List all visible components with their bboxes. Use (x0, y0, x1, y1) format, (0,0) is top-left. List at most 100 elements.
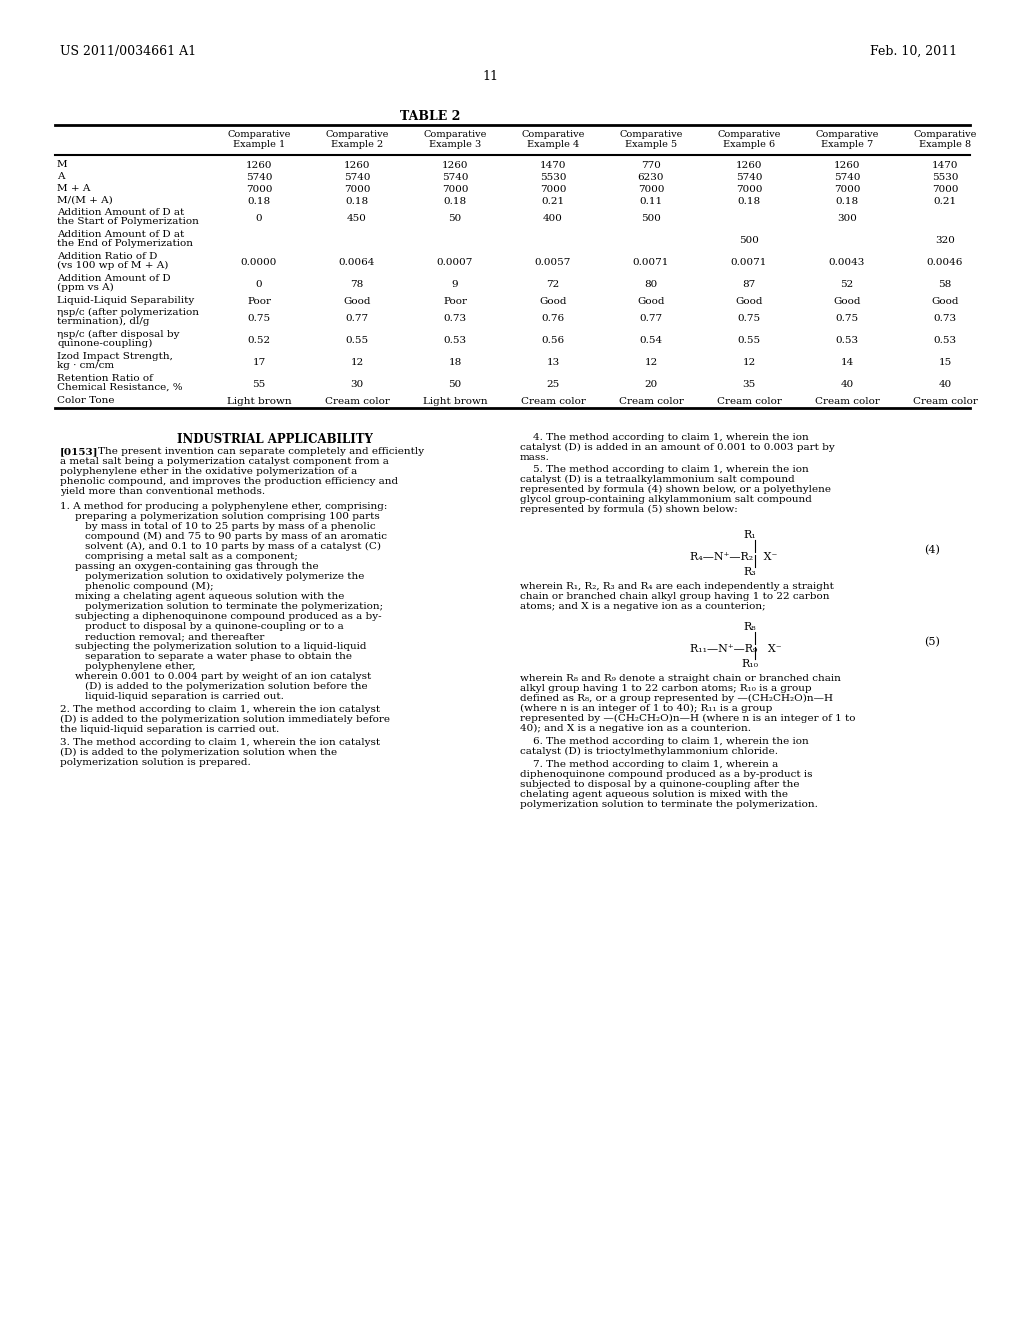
Text: 0: 0 (256, 214, 262, 223)
Text: 0.18: 0.18 (248, 197, 270, 206)
Text: 0.18: 0.18 (836, 197, 858, 206)
Text: a metal salt being a polymerization catalyst component from a: a metal salt being a polymerization cata… (60, 457, 389, 466)
Text: Example 8: Example 8 (919, 140, 971, 149)
Text: Comparative: Comparative (718, 129, 780, 139)
Text: 40: 40 (938, 380, 951, 389)
Text: 14: 14 (841, 358, 854, 367)
Text: 400: 400 (543, 214, 563, 223)
Text: 0.75: 0.75 (248, 314, 270, 323)
Text: Liquid-Liquid Separability: Liquid-Liquid Separability (57, 296, 195, 305)
Text: 6. The method according to claim 1, wherein the ion: 6. The method according to claim 1, wher… (520, 737, 809, 746)
Text: M + A: M + A (57, 183, 90, 193)
Text: Light brown: Light brown (226, 397, 291, 407)
Text: (where n is an integer of 1 to 40); R₁₁ is a group: (where n is an integer of 1 to 40); R₁₁ … (520, 704, 772, 713)
Text: The present invention can separate completely and efficiently: The present invention can separate compl… (98, 447, 424, 455)
Text: Addition Amount of D: Addition Amount of D (57, 275, 171, 282)
Text: Example 1: Example 1 (232, 140, 285, 149)
Text: 5740: 5740 (736, 173, 762, 182)
Text: TABLE 2: TABLE 2 (399, 110, 460, 123)
Text: chelating agent aqueous solution is mixed with the: chelating agent aqueous solution is mixe… (520, 789, 788, 799)
Text: (D) is added to the polymerization solution when the: (D) is added to the polymerization solut… (60, 748, 337, 758)
Text: 5530: 5530 (932, 173, 958, 182)
Text: 5740: 5740 (441, 173, 468, 182)
Text: Example 6: Example 6 (723, 140, 775, 149)
Text: Cream color: Cream color (717, 397, 781, 407)
Text: 1. A method for producing a polyphenylene ether, comprising:: 1. A method for producing a polyphenylen… (60, 502, 387, 511)
Text: 0.53: 0.53 (836, 337, 858, 345)
Text: glycol group-containing alkylammonium salt compound: glycol group-containing alkylammonium sa… (520, 495, 812, 504)
Text: 1260: 1260 (736, 161, 762, 170)
Text: 50: 50 (449, 214, 462, 223)
Text: (D) is added to the polymerization solution immediately before: (D) is added to the polymerization solut… (60, 715, 390, 725)
Text: polymerization solution to terminate the polymerization;: polymerization solution to terminate the… (85, 602, 383, 611)
Text: 0.0007: 0.0007 (437, 257, 473, 267)
Text: 87: 87 (742, 280, 756, 289)
Text: Cream color: Cream color (520, 397, 586, 407)
Text: 0.0043: 0.0043 (828, 257, 865, 267)
Text: 0.77: 0.77 (639, 314, 663, 323)
Text: alkyl group having 1 to 22 carbon atoms; R₁₀ is a group: alkyl group having 1 to 22 carbon atoms;… (520, 684, 812, 693)
Text: 58: 58 (938, 280, 951, 289)
Text: 0.18: 0.18 (737, 197, 761, 206)
Text: Good: Good (343, 297, 371, 306)
Text: 7000: 7000 (834, 185, 860, 194)
Text: 1260: 1260 (834, 161, 860, 170)
Text: 1260: 1260 (441, 161, 468, 170)
Text: Comparative: Comparative (815, 129, 879, 139)
Text: 7000: 7000 (441, 185, 468, 194)
Text: R₁₀: R₁₀ (741, 659, 759, 669)
Text: 0.0071: 0.0071 (633, 257, 670, 267)
Text: polyphenylene ether in the oxidative polymerization of a: polyphenylene ether in the oxidative pol… (60, 467, 357, 477)
Text: (D) is added to the polymerization solution before the: (D) is added to the polymerization solut… (85, 682, 368, 692)
Text: Example 4: Example 4 (527, 140, 580, 149)
Text: catalyst (D) is a tetraalkylammonium salt compound: catalyst (D) is a tetraalkylammonium sal… (520, 475, 795, 484)
Text: Cream color: Cream color (814, 397, 880, 407)
Text: 450: 450 (347, 214, 367, 223)
Text: mass.: mass. (520, 453, 550, 462)
Text: R₁₁—N⁺—R₉   X⁻: R₁₁—N⁺—R₉ X⁻ (690, 644, 781, 653)
Text: reduction removal; and thereafter: reduction removal; and thereafter (85, 632, 264, 642)
Text: 52: 52 (841, 280, 854, 289)
Text: represented by formula (5) shown below:: represented by formula (5) shown below: (520, 506, 737, 513)
Text: 5740: 5740 (834, 173, 860, 182)
Text: 12: 12 (644, 358, 657, 367)
Text: M: M (57, 160, 68, 169)
Text: polymerization solution is prepared.: polymerization solution is prepared. (60, 758, 251, 767)
Text: Good: Good (735, 297, 763, 306)
Text: Addition Amount of D at: Addition Amount of D at (57, 209, 184, 216)
Text: kg · cm/cm: kg · cm/cm (57, 360, 114, 370)
Text: represented by formula (4) shown below, or a polyethylene: represented by formula (4) shown below, … (520, 484, 831, 494)
Text: product to disposal by a quinone-coupling or to a: product to disposal by a quinone-couplin… (85, 622, 344, 631)
Text: 12: 12 (350, 358, 364, 367)
Text: 0.21: 0.21 (542, 197, 564, 206)
Text: ηsp/c (after polymerization: ηsp/c (after polymerization (57, 308, 199, 317)
Text: atoms; and X is a negative ion as a counterion;: atoms; and X is a negative ion as a coun… (520, 602, 766, 611)
Text: 1470: 1470 (540, 161, 566, 170)
Text: solvent (A), and 0.1 to 10 parts by mass of a catalyst (C): solvent (A), and 0.1 to 10 parts by mass… (85, 543, 381, 552)
Text: 50: 50 (449, 380, 462, 389)
Text: 300: 300 (837, 214, 857, 223)
Text: Good: Good (540, 297, 566, 306)
Text: 17: 17 (252, 358, 265, 367)
Text: 78: 78 (350, 280, 364, 289)
Text: Comparative: Comparative (423, 129, 486, 139)
Text: 2. The method according to claim 1, wherein the ion catalyst: 2. The method according to claim 1, wher… (60, 705, 380, 714)
Text: 0.21: 0.21 (934, 197, 956, 206)
Text: the Start of Polymerization: the Start of Polymerization (57, 216, 199, 226)
Text: 7000: 7000 (344, 185, 371, 194)
Text: comprising a metal salt as a component;: comprising a metal salt as a component; (85, 552, 298, 561)
Text: R₁: R₁ (743, 531, 757, 540)
Text: 7000: 7000 (932, 185, 958, 194)
Text: M/(M + A): M/(M + A) (57, 195, 113, 205)
Text: termination), dl/g: termination), dl/g (57, 317, 150, 326)
Text: 0.76: 0.76 (542, 314, 564, 323)
Text: Izod Impact Strength,: Izod Impact Strength, (57, 352, 173, 360)
Text: the End of Polymerization: the End of Polymerization (57, 239, 193, 248)
Text: 1260: 1260 (246, 161, 272, 170)
Text: 500: 500 (739, 236, 759, 246)
Text: 0.0046: 0.0046 (927, 257, 964, 267)
Text: (5): (5) (924, 638, 940, 647)
Text: 0.18: 0.18 (345, 197, 369, 206)
Text: 0: 0 (256, 280, 262, 289)
Text: preparing a polymerization solution comprising 100 parts: preparing a polymerization solution comp… (75, 512, 380, 521)
